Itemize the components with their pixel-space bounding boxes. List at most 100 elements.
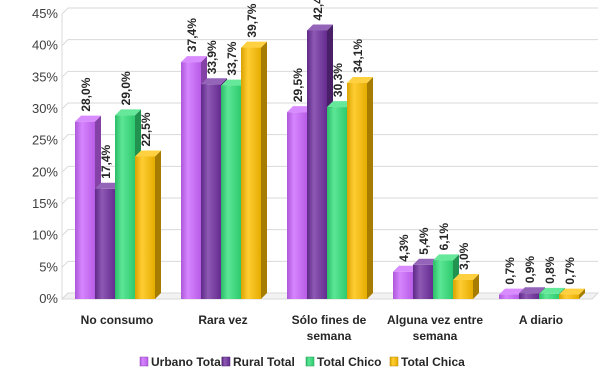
bar-top [241, 41, 267, 48]
bar-top [95, 182, 121, 189]
category-label: semana [413, 329, 458, 343]
data-label: 6,1% [437, 223, 451, 251]
bar [539, 293, 559, 299]
bar [393, 271, 413, 299]
bar [499, 294, 519, 299]
y-tick-label: 10% [32, 228, 58, 243]
bar [75, 121, 95, 300]
data-label: 4,3% [397, 234, 411, 262]
bar-top [181, 56, 207, 63]
gridline [61, 102, 598, 110]
legend-label: Total Chica [401, 355, 465, 369]
data-label: 33,7% [225, 41, 239, 75]
legend-swatch [389, 356, 399, 367]
bar [135, 156, 155, 299]
bar [241, 47, 261, 299]
category-label: Alguna vez entre [387, 313, 483, 327]
bar [201, 84, 221, 299]
bar [287, 112, 307, 300]
bar [181, 62, 201, 300]
gridline [61, 165, 598, 173]
y-tick-label: 25% [32, 133, 58, 148]
bar [453, 280, 473, 299]
bar [413, 264, 433, 299]
bar-top [201, 78, 227, 85]
bar-top [539, 287, 565, 294]
y-tick-label: 15% [32, 196, 58, 211]
bar [115, 115, 135, 299]
data-label: 28,0% [79, 77, 93, 111]
data-label: 0,7% [563, 257, 577, 285]
bar-top [307, 24, 333, 31]
bar-top [393, 265, 419, 272]
gridline [61, 39, 598, 47]
data-label: 0,7% [503, 257, 517, 285]
bar [519, 293, 539, 299]
gridline [61, 134, 598, 142]
y-tick-label: 35% [32, 69, 58, 84]
bar-top [221, 79, 247, 86]
data-label: 17,4% [99, 144, 113, 178]
y-tick-label: 30% [32, 101, 58, 116]
data-label: 30,3% [331, 63, 345, 97]
bar-side [155, 150, 161, 299]
bar-top [327, 101, 353, 108]
bar-top [433, 254, 459, 261]
bar-top [115, 109, 141, 116]
gridline [61, 7, 598, 15]
data-label: 22,5% [139, 112, 153, 146]
gridline [61, 229, 598, 237]
bar-top [559, 288, 585, 295]
legend-swatch [221, 356, 231, 367]
y-axis: 0% 5% 10% 15% 20% 25% 30% 35% 40% 45% [32, 6, 58, 306]
category-label: A diario [519, 313, 563, 327]
data-label: 0,8% [543, 256, 557, 284]
category-label: Rara vez [198, 313, 247, 327]
x-axis: No consumo Rara vez Sólo fines de semana Alg… [81, 313, 563, 343]
y-tick-label: 20% [32, 164, 58, 179]
y-tick-label: 40% [32, 38, 58, 53]
bar [327, 107, 347, 299]
data-label: 39,7% [245, 3, 259, 37]
gridline [61, 197, 598, 205]
y-tick-label: 0% [39, 291, 58, 306]
bar [433, 260, 453, 299]
legend-swatch [139, 356, 149, 367]
legend-label: Urbano Total [151, 355, 224, 369]
data-label: 33,9% [205, 40, 219, 74]
bar [559, 294, 579, 299]
bar-top [347, 77, 373, 84]
data-label: 34,1% [351, 39, 365, 73]
data-label: 3,0% [457, 242, 471, 270]
bar-side [261, 41, 267, 300]
legend-label: Total Chico [317, 355, 381, 369]
category-label: Sólo fines de [292, 313, 367, 327]
data-label: 0,9% [523, 256, 537, 284]
data-label: 37,4% [185, 18, 199, 52]
bar-top [499, 288, 525, 295]
data-labels: 28,0% 17,4% 29,0% 22,5% 37,4% 33,9% 33,7% 39,7%… [79, 0, 577, 285]
bar-top [287, 106, 313, 113]
data-label: 5,4% [417, 227, 431, 255]
bar-side [579, 288, 585, 299]
data-label: 42,4% [311, 0, 325, 20]
data-label: 29,5% [291, 68, 305, 102]
legend-swatch [305, 356, 315, 367]
category-label: semana [307, 329, 352, 343]
data-label: 29,0% [119, 71, 133, 105]
gridline [61, 70, 598, 78]
category-label: No consumo [81, 313, 154, 327]
bar-top [413, 258, 439, 265]
bar [347, 83, 367, 300]
bar-top [135, 150, 161, 157]
bar-top [519, 287, 545, 294]
bar [221, 85, 241, 299]
y-tick-label: 45% [32, 6, 58, 21]
bar [95, 188, 115, 299]
bar-side [473, 274, 479, 299]
y-tick-label: 5% [39, 259, 58, 274]
bar-top [75, 115, 101, 122]
bar [307, 30, 327, 299]
